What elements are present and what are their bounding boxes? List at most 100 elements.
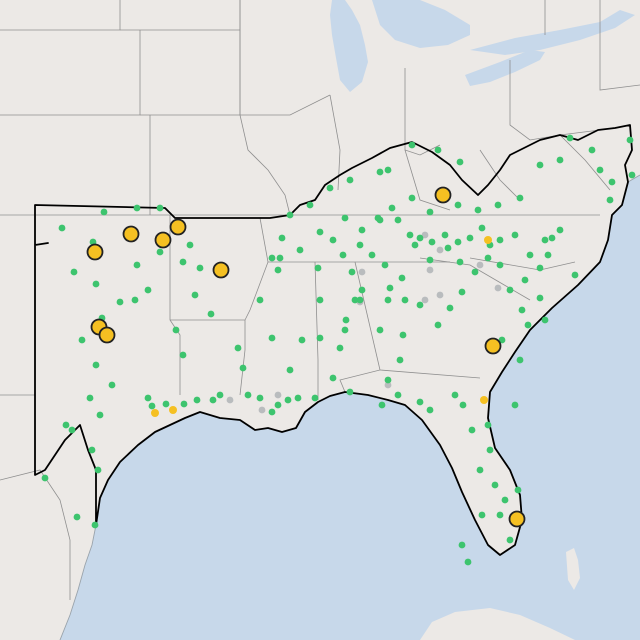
station-marker[interactable] xyxy=(244,391,252,399)
station-marker[interactable] xyxy=(514,486,522,494)
station-marker[interactable] xyxy=(284,396,292,404)
station-marker[interactable] xyxy=(268,408,276,416)
station-marker[interactable] xyxy=(478,511,486,519)
station-marker[interactable] xyxy=(416,234,424,242)
station-marker[interactable] xyxy=(239,364,247,372)
station-marker[interactable] xyxy=(566,134,574,142)
station-marker[interactable] xyxy=(148,402,156,410)
station-marker[interactable] xyxy=(94,466,102,474)
station-marker[interactable] xyxy=(144,286,152,294)
station-marker[interactable] xyxy=(86,394,94,402)
station-marker[interactable] xyxy=(491,481,499,489)
event-marker-small[interactable] xyxy=(484,236,492,244)
station-marker[interactable] xyxy=(484,254,492,262)
station-marker[interactable] xyxy=(526,251,534,259)
station-marker[interactable] xyxy=(426,256,434,264)
station-marker[interactable] xyxy=(348,268,356,276)
station-marker[interactable] xyxy=(368,251,376,259)
event-marker-large[interactable] xyxy=(122,225,140,243)
station-marker[interactable] xyxy=(216,391,224,399)
station-marker[interactable] xyxy=(186,241,194,249)
station-marker[interactable] xyxy=(58,224,66,232)
station-marker[interactable] xyxy=(458,288,466,296)
station-marker[interactable] xyxy=(358,226,366,234)
station-marker[interactable] xyxy=(329,236,337,244)
station-marker[interactable] xyxy=(346,176,354,184)
station-marker[interactable] xyxy=(408,194,416,202)
station-marker[interactable] xyxy=(396,356,404,364)
station-marker[interactable] xyxy=(41,474,49,482)
station-marker[interactable] xyxy=(376,216,384,224)
station-marker[interactable] xyxy=(92,280,100,288)
station-marker-inactive[interactable] xyxy=(358,268,366,276)
station-marker[interactable] xyxy=(274,266,282,274)
station-marker[interactable] xyxy=(399,331,407,339)
station-marker[interactable] xyxy=(536,264,544,272)
station-marker[interactable] xyxy=(626,136,634,144)
station-marker[interactable] xyxy=(381,261,389,269)
station-marker[interactable] xyxy=(426,208,434,216)
station-marker[interactable] xyxy=(536,161,544,169)
station-marker[interactable] xyxy=(466,234,474,242)
station-marker[interactable] xyxy=(376,168,384,176)
station-marker[interactable] xyxy=(108,381,116,389)
station-marker[interactable] xyxy=(286,211,294,219)
event-marker-small[interactable] xyxy=(151,409,159,417)
station-marker[interactable] xyxy=(501,496,509,504)
station-marker[interactable] xyxy=(608,178,616,186)
station-marker[interactable] xyxy=(286,366,294,374)
station-marker[interactable] xyxy=(376,326,384,334)
station-marker[interactable] xyxy=(398,274,406,282)
station-marker[interactable] xyxy=(548,234,556,242)
station-marker[interactable] xyxy=(458,541,466,549)
station-marker[interactable] xyxy=(496,511,504,519)
station-marker[interactable] xyxy=(268,254,276,262)
station-marker[interactable] xyxy=(256,296,264,304)
station-marker[interactable] xyxy=(351,296,359,304)
station-marker[interactable] xyxy=(316,296,324,304)
station-marker[interactable] xyxy=(441,231,449,239)
station-marker[interactable] xyxy=(628,171,636,179)
station-marker[interactable] xyxy=(426,406,434,414)
station-marker[interactable] xyxy=(451,391,459,399)
station-marker[interactable] xyxy=(468,426,476,434)
station-marker[interactable] xyxy=(416,301,424,309)
station-marker[interactable] xyxy=(478,224,486,232)
station-marker[interactable] xyxy=(172,326,180,334)
station-marker-inactive[interactable] xyxy=(384,381,392,389)
station-marker[interactable] xyxy=(474,206,482,214)
event-marker-large[interactable] xyxy=(169,218,187,236)
station-marker[interactable] xyxy=(446,304,454,312)
station-marker[interactable] xyxy=(556,226,564,234)
station-marker[interactable] xyxy=(536,294,544,302)
station-marker[interactable] xyxy=(316,334,324,342)
station-marker[interactable] xyxy=(516,194,524,202)
station-marker[interactable] xyxy=(162,400,170,408)
station-marker[interactable] xyxy=(486,446,494,454)
station-marker[interactable] xyxy=(62,421,70,429)
station-marker-inactive[interactable] xyxy=(436,291,444,299)
station-marker-inactive[interactable] xyxy=(426,266,434,274)
station-marker[interactable] xyxy=(596,166,604,174)
station-marker[interactable] xyxy=(524,321,532,329)
station-marker[interactable] xyxy=(541,316,549,324)
station-marker[interactable] xyxy=(133,204,141,212)
station-marker[interactable] xyxy=(386,284,394,292)
station-marker[interactable] xyxy=(341,326,349,334)
station-marker[interactable] xyxy=(496,236,504,244)
station-marker[interactable] xyxy=(91,521,99,529)
station-marker[interactable] xyxy=(494,201,502,209)
event-marker-small[interactable] xyxy=(169,406,177,414)
station-marker[interactable] xyxy=(68,426,76,434)
station-marker-inactive[interactable] xyxy=(421,296,429,304)
station-marker[interactable] xyxy=(406,231,414,239)
station-marker[interactable] xyxy=(544,251,552,259)
station-marker[interactable] xyxy=(116,298,124,306)
station-marker-inactive[interactable] xyxy=(476,261,484,269)
station-marker[interactable] xyxy=(329,374,337,382)
station-marker[interactable] xyxy=(180,400,188,408)
event-marker-large[interactable] xyxy=(484,337,502,355)
station-marker[interactable] xyxy=(73,513,81,521)
station-marker[interactable] xyxy=(588,146,596,154)
